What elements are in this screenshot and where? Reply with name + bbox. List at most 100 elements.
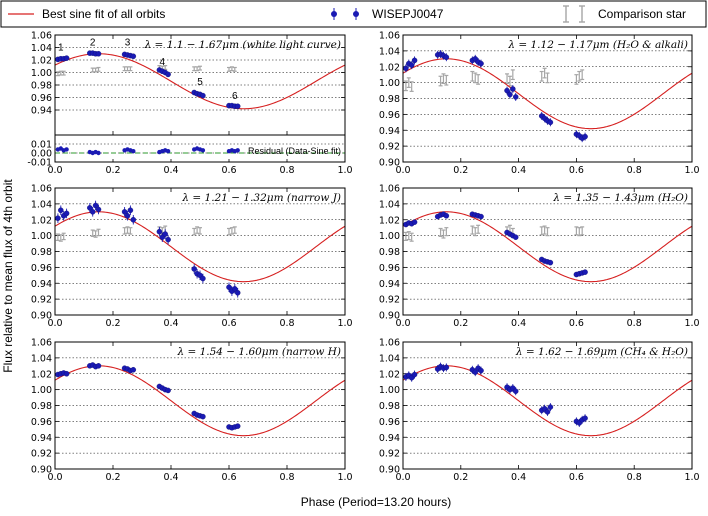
legend-target-dot-0 — [331, 11, 337, 17]
y-tick-label: 0.90 — [379, 158, 400, 169]
panel-p6: 0.90 0.92 0.94 0.96 0.98 1.00 1.02 1.04 1.06 0.0 0… — [379, 338, 700, 484]
target-point — [92, 200, 99, 211]
target-series — [55, 200, 241, 298]
y-tick-label: 1.04 — [31, 43, 52, 54]
target-point — [130, 214, 137, 225]
y-tick-label: 1.02 — [379, 215, 400, 226]
target-point — [582, 269, 588, 275]
target-point — [87, 203, 93, 213]
target-point — [478, 366, 484, 375]
comparison-point — [505, 73, 510, 85]
x-tick-label: 0.6 — [569, 165, 584, 176]
comparison-point — [227, 227, 231, 236]
x-tick-label: 0.6 — [221, 165, 236, 176]
x-tick-label: 1.0 — [337, 165, 352, 176]
target-point — [411, 219, 418, 225]
x-axis-label: Phase (Period=13.20 hours) — [301, 495, 451, 509]
y-tick-label: 1.00 — [31, 231, 52, 242]
comparison-point — [125, 226, 130, 234]
panel-frame — [54, 187, 346, 316]
comparison-point — [232, 66, 237, 72]
x-tick-label: 0.4 — [163, 165, 178, 176]
y-tick-label: 1.06 — [379, 31, 400, 42]
comparison-series — [55, 225, 237, 242]
comparison-point — [96, 228, 101, 237]
y-tick-label: 1.00 — [379, 385, 400, 396]
comparison-point — [93, 230, 98, 238]
target-point — [165, 234, 171, 245]
panel-title-p1: λ = 1.1 − 1.67μm (white light curve) — [144, 39, 341, 51]
target-point — [226, 282, 232, 292]
y-tick-label: 0.94 — [379, 433, 400, 444]
target-point — [130, 53, 137, 60]
x-tick-label: 0.0 — [47, 472, 62, 483]
target-point — [582, 414, 588, 423]
x-tick-label: 0.0 — [395, 165, 410, 176]
comparison-point — [61, 70, 66, 76]
comparison-series — [403, 67, 585, 92]
orbit-label-1: 1 — [58, 43, 64, 54]
y-tick-label: 1.06 — [31, 338, 52, 349]
target-point — [200, 273, 206, 284]
y-tick-label: 0.98 — [379, 247, 400, 258]
legend: Best sine fit of all orbits WISEPJ0047 C… — [0, 0, 707, 28]
y-tick-label: 0.94 — [31, 106, 52, 117]
sine-fit-line — [55, 53, 345, 110]
comparison-point — [539, 70, 544, 82]
x-tick-label: 0.2 — [453, 472, 468, 483]
target-point — [165, 71, 171, 78]
x-tick-label: 0.4 — [511, 318, 526, 329]
comparison-point — [406, 77, 411, 88]
comparison-point — [61, 232, 66, 241]
x-tick-label: 0.8 — [627, 472, 642, 483]
target-point — [443, 53, 450, 62]
y-tick-label: 0.92 — [31, 295, 52, 306]
target-point — [234, 288, 241, 298]
comparison-point — [195, 66, 200, 72]
x-tick-label: 0.2 — [105, 472, 120, 483]
x-tick-label: 1.0 — [684, 472, 699, 483]
target-point — [95, 204, 102, 215]
target-point — [200, 92, 206, 99]
comparison-point — [574, 74, 579, 85]
target-point — [510, 85, 516, 93]
target-point — [58, 205, 64, 215]
comparison-point — [441, 229, 446, 239]
y-tick-label: 1.02 — [31, 369, 52, 380]
y-tick-label: 0.90 — [31, 465, 52, 476]
panel-frame — [402, 34, 693, 163]
y-tick-label: 0.90 — [31, 311, 52, 322]
x-tick-label: 0.6 — [221, 472, 236, 483]
x-tick-label: 0.0 — [47, 165, 62, 176]
comparison-point — [577, 70, 582, 82]
comparison-point — [232, 226, 237, 234]
x-tick-label: 0.0 — [395, 472, 410, 483]
sine-fit-line — [403, 58, 692, 130]
x-tick-label: 0.6 — [221, 318, 236, 329]
comparison-point — [507, 75, 512, 87]
legend-target-marker — [331, 8, 359, 20]
comparison-point — [409, 81, 414, 92]
panel-title-p5: λ = 1.54 − 1.60μm (narrow H) — [176, 346, 341, 358]
residual-label: Residual (Data-Sine fit) — [248, 146, 341, 156]
comparison-point — [198, 227, 202, 235]
target-point — [63, 208, 70, 219]
comparison-point — [444, 227, 449, 237]
y-tick-label: 1.02 — [31, 56, 52, 67]
panel-p5: 0.90 0.92 0.94 0.96 0.98 1.00 1.02 1.04 1.06 0.0 0… — [31, 338, 353, 484]
comparison-point — [438, 227, 443, 238]
comparison-point — [229, 66, 234, 72]
target-point — [234, 423, 241, 429]
comparison-point — [58, 234, 63, 242]
target-point — [165, 387, 171, 394]
orbit-label-5: 5 — [197, 77, 203, 88]
target-point — [443, 213, 450, 219]
x-tick-label: 0.2 — [453, 318, 468, 329]
x-tick-label: 0.0 — [47, 318, 62, 329]
x-tick-label: 0.4 — [163, 472, 178, 483]
y-tick-label: 1.06 — [379, 338, 400, 349]
y-tick-label: 1.02 — [379, 62, 400, 73]
orbit-label-6: 6 — [232, 91, 238, 102]
comparison-point — [473, 72, 478, 84]
